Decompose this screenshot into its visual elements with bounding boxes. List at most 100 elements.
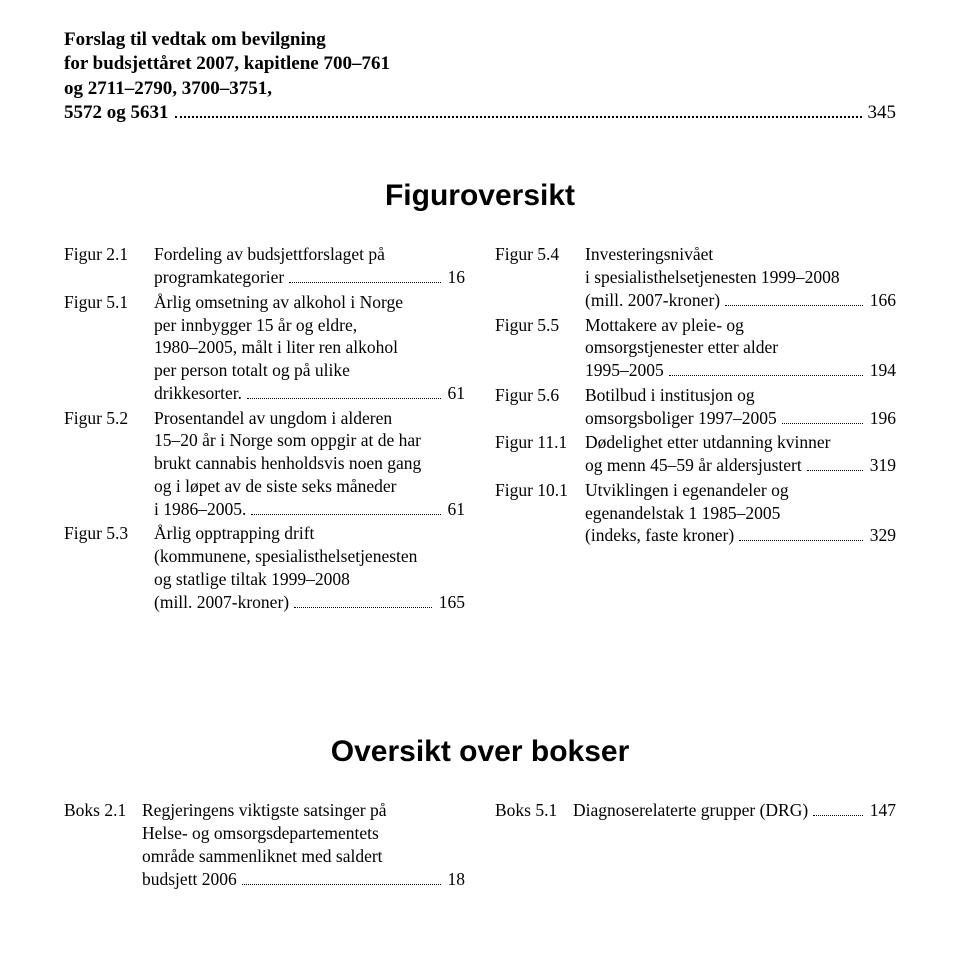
entry-page: 165 — [437, 591, 465, 614]
entry-line: Utviklingen i egenandeler og — [585, 479, 896, 502]
entry-body: Fordeling av budsjettforslaget påprogram… — [154, 243, 465, 289]
entry-line: per innbygger 15 år og eldre, — [154, 314, 465, 337]
toc-entry: Figur 5.2Prosentandel av ungdom i aldere… — [64, 407, 465, 521]
entry-line: egenandelstak 1 1985–2005 — [585, 502, 896, 525]
entry-page: 147 — [868, 799, 896, 822]
entry-last-line: omsorgsboliger 1997–2005 196 — [585, 407, 896, 430]
entry-page: 194 — [868, 359, 896, 382]
leader-dots — [725, 305, 863, 306]
toc-entry: Boks 5.1Diagnoserelaterte grupper (DRG)1… — [495, 799, 896, 822]
entry-body: Diagnoserelaterte grupper (DRG)147 — [573, 799, 896, 822]
top-line-4-dots — [175, 116, 862, 118]
leader-dots — [251, 514, 440, 515]
entry-last-text: budsjett 2006 — [142, 868, 237, 891]
entry-label: Boks 5.1 — [495, 799, 573, 822]
entry-label: Figur 5.1 — [64, 291, 154, 405]
top-line-4: 5572 og 5631 345 — [64, 101, 896, 125]
entry-page: 166 — [868, 289, 896, 312]
toc-entry: Figur 2.1Fordeling av budsjettforslaget … — [64, 243, 465, 289]
entry-line: Helse- og omsorgsdepartementets — [142, 822, 465, 845]
entry-last-line: (mill. 2007-kroner) 165 — [154, 591, 465, 614]
entry-line: Mottakere av pleie- og — [585, 314, 896, 337]
toc-entry: Figur 5.3Årlig opptrapping drift(kommune… — [64, 522, 465, 613]
entry-label: Figur 10.1 — [495, 479, 585, 547]
entry-body: Utviklingen i egenandeler ogegenandelsta… — [585, 479, 896, 547]
toc-entry: Figur 5.6Botilbud i institusjon ogomsorg… — [495, 384, 896, 430]
entry-body: Årlig opptrapping drift(kommunene, spesi… — [154, 522, 465, 613]
entry-label: Figur 5.6 — [495, 384, 585, 430]
entry-last-line: (indeks, faste kroner) 329 — [585, 524, 896, 547]
entry-line: Fordeling av budsjettforslaget på — [154, 243, 465, 266]
leader-dots — [807, 470, 863, 471]
entry-line: Årlig opptrapping drift — [154, 522, 465, 545]
entry-page: 196 — [868, 407, 896, 430]
boxes-left-column: Boks 2.1Regjeringens viktigste satsinger… — [64, 799, 465, 892]
entry-label: Figur 5.5 — [495, 314, 585, 382]
entry-body: Årlig omsetning av alkohol i Norgeper in… — [154, 291, 465, 405]
entry-last-line: programkategorier16 — [154, 266, 465, 289]
entry-last-text: i 1986–2005. — [154, 498, 246, 521]
entry-last-line: og menn 45–59 år aldersjustert319 — [585, 454, 896, 477]
entry-line: brukt cannabis henholdsvis noen gang — [154, 452, 465, 475]
entry-line: i spesialisthelsetjenesten 1999–2008 — [585, 266, 896, 289]
figure-right-column: Figur 5.4Investeringsnivåeti spesialisth… — [495, 243, 896, 615]
entry-line: Investeringsnivået — [585, 243, 896, 266]
top-heading-block: Forslag til vedtak om bevilgning for bud… — [64, 28, 896, 125]
entry-body: Prosentandel av ungdom i alderen15–20 år… — [154, 407, 465, 521]
leader-dots — [813, 815, 863, 816]
entry-body: Regjeringens viktigste satsinger påHelse… — [142, 799, 465, 890]
toc-entry: Boks 2.1Regjeringens viktigste satsinger… — [64, 799, 465, 890]
entry-line: og i løpet av de siste seks måneder — [154, 475, 465, 498]
entry-line: 1980–2005, målt i liter ren alkohol — [154, 336, 465, 359]
entry-line: og statlige tiltak 1999–2008 — [154, 568, 465, 591]
leader-dots — [247, 398, 441, 399]
entry-last-text: (mill. 2007-kroner) — [585, 289, 720, 312]
entry-last-text: drikkesorter. — [154, 382, 242, 405]
entry-line: omsorgstjenester etter alder — [585, 336, 896, 359]
toc-entry: Figur 10.1Utviklingen i egenandeler ogeg… — [495, 479, 896, 547]
entry-last-line: drikkesorter. 61 — [154, 382, 465, 405]
toc-entry: Figur 5.4Investeringsnivåeti spesialisth… — [495, 243, 896, 311]
leader-dots — [294, 607, 432, 608]
boxes-right-column: Boks 5.1Diagnoserelaterte grupper (DRG)1… — [495, 799, 896, 892]
entry-page: 18 — [446, 868, 466, 891]
top-line-1: Forslag til vedtak om bevilgning — [64, 28, 896, 52]
entry-last-text: (indeks, faste kroner) — [585, 524, 734, 547]
entry-last-text: omsorgsboliger 1997–2005 — [585, 407, 777, 430]
entry-line: område sammenliknet med saldert — [142, 845, 465, 868]
entry-page: 329 — [868, 524, 896, 547]
leader-dots — [289, 282, 440, 283]
figure-left-column: Figur 2.1Fordeling av budsjettforslaget … — [64, 243, 465, 615]
top-line-2: for budsjettåret 2007, kapitlene 700–761 — [64, 52, 896, 76]
figure-columns: Figur 2.1Fordeling av budsjettforslaget … — [64, 243, 896, 615]
entry-body: Dødelighet etter utdanning kvinnerog men… — [585, 431, 896, 477]
entry-last-line: 1995–2005 194 — [585, 359, 896, 382]
entry-label: Boks 2.1 — [64, 799, 142, 890]
entry-label: Figur 11.1 — [495, 431, 585, 477]
boxes-columns: Boks 2.1Regjeringens viktigste satsinger… — [64, 799, 896, 892]
entry-line: per person totalt og på ulike — [154, 359, 465, 382]
entry-last-line: i 1986–2005. 61 — [154, 498, 465, 521]
leader-dots — [782, 423, 863, 424]
entry-line: Prosentandel av ungdom i alderen — [154, 407, 465, 430]
boxes-heading: Oversikt over bokser — [64, 735, 896, 769]
leader-dots — [739, 540, 863, 541]
boxes-section: Oversikt over bokser Boks 2.1Regjeringen… — [64, 735, 896, 892]
entry-last-line: (mill. 2007-kroner) 166 — [585, 289, 896, 312]
leader-dots — [669, 375, 863, 376]
entry-last-text: (mill. 2007-kroner) — [154, 591, 289, 614]
entry-label: Figur 5.2 — [64, 407, 154, 521]
entry-page: 61 — [446, 382, 466, 405]
entry-page: 319 — [868, 454, 896, 477]
toc-entry: Figur 5.1Årlig omsetning av alkohol i No… — [64, 291, 465, 405]
entry-label: Figur 5.4 — [495, 243, 585, 311]
entry-body: Investeringsnivåeti spesialisthelsetjene… — [585, 243, 896, 311]
entry-label: Figur 5.3 — [64, 522, 154, 613]
entry-last-text: 1995–2005 — [585, 359, 664, 382]
entry-label: Figur 2.1 — [64, 243, 154, 289]
entry-line: Regjeringens viktigste satsinger på — [142, 799, 465, 822]
entry-body: Mottakere av pleie- ogomsorgstjenester e… — [585, 314, 896, 382]
figure-overview-heading: Figuroversikt — [64, 179, 896, 213]
top-line-3: og 2711–2790, 3700–3751, — [64, 77, 896, 101]
top-line-4-label: 5572 og 5631 — [64, 101, 169, 125]
